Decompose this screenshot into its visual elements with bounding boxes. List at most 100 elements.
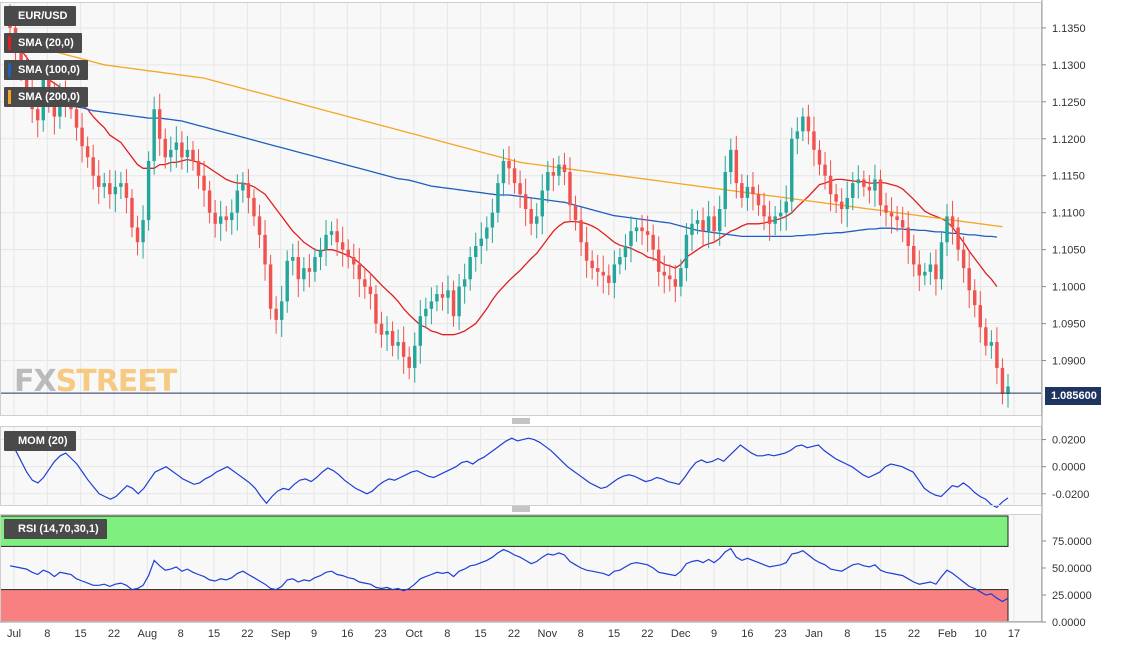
candle-body bbox=[956, 227, 960, 250]
x-tick-label: 16 bbox=[741, 628, 753, 640]
sma20-badge[interactable]: SMA (20,0) bbox=[4, 33, 82, 53]
mom-line bbox=[9, 436, 1009, 509]
candle-body bbox=[912, 245, 916, 265]
candle-body bbox=[595, 268, 600, 272]
candle-body bbox=[923, 271, 927, 276]
candle-body bbox=[579, 220, 583, 243]
candle-body bbox=[701, 220, 705, 232]
sma100-swatch bbox=[8, 63, 11, 77]
y-tick-label: 1.1350 bbox=[1052, 23, 1086, 35]
candle-body bbox=[512, 168, 517, 184]
candle-body bbox=[324, 234, 328, 250]
candle-body bbox=[113, 186, 118, 195]
candle-body bbox=[895, 216, 899, 221]
candle-body bbox=[407, 356, 411, 368]
candle-body bbox=[535, 216, 539, 224]
candle-body bbox=[302, 268, 306, 280]
rsi-oversold-zone bbox=[0, 589, 1009, 623]
rsi-tick-label: 50.0000 bbox=[1052, 563, 1092, 575]
mom-badge[interactable]: MOM (20) bbox=[4, 431, 76, 451]
x-tick-label: 22 bbox=[108, 628, 120, 640]
candle-body bbox=[252, 197, 256, 217]
candle-body bbox=[906, 227, 910, 246]
candle-body bbox=[102, 183, 106, 187]
x-tick-label: 22 bbox=[641, 628, 653, 640]
candle-body bbox=[230, 212, 234, 221]
candle-body bbox=[668, 275, 672, 280]
x-tick-label: 8 bbox=[44, 628, 50, 640]
candle-body bbox=[762, 205, 766, 217]
candle-body bbox=[119, 183, 123, 187]
candle-body bbox=[435, 294, 439, 302]
candle-body bbox=[496, 183, 500, 213]
candle-body bbox=[108, 183, 112, 195]
candle-body bbox=[751, 186, 755, 195]
candle-body bbox=[756, 194, 761, 206]
y-tick-label: 1.0950 bbox=[1052, 319, 1086, 331]
candle-body bbox=[152, 109, 156, 161]
candle-body bbox=[695, 220, 700, 224]
candle-body bbox=[52, 98, 57, 117]
candle-body bbox=[629, 231, 633, 246]
candle-body bbox=[856, 179, 861, 184]
candle-body bbox=[612, 264, 617, 283]
candle-body bbox=[967, 268, 971, 291]
y-tick-label: 1.1250 bbox=[1052, 97, 1086, 109]
candle-body bbox=[734, 149, 739, 184]
candle-body bbox=[424, 308, 428, 317]
last-price-tag: 1.085600 bbox=[1045, 387, 1101, 405]
candle-body bbox=[934, 264, 938, 280]
x-tick-label: Jan bbox=[805, 628, 823, 640]
candle-body bbox=[457, 286, 461, 317]
sma200-badge[interactable]: SMA (200,0) bbox=[4, 87, 88, 107]
candle-body bbox=[19, 50, 23, 65]
x-tick-label: Aug bbox=[138, 628, 158, 640]
x-tick-label: 16 bbox=[341, 628, 353, 640]
candle-body bbox=[418, 316, 423, 346]
candle-body bbox=[784, 201, 788, 213]
candle-body bbox=[235, 190, 240, 213]
x-tick-label: Oct bbox=[405, 628, 422, 640]
y-tick-label: 1.0900 bbox=[1052, 356, 1086, 368]
candle-body bbox=[318, 249, 323, 258]
candle-body bbox=[889, 212, 894, 217]
candle-body bbox=[618, 257, 622, 265]
x-tick-label: 23 bbox=[775, 628, 787, 640]
candle-body bbox=[340, 242, 345, 250]
candle-body bbox=[862, 179, 866, 187]
candle-body bbox=[241, 183, 245, 191]
symbol-badge[interactable]: EUR/USD bbox=[4, 6, 76, 26]
candle-body bbox=[374, 294, 378, 324]
rsi-zones bbox=[0, 515, 1009, 623]
candle-body bbox=[729, 149, 733, 173]
rsi-badge[interactable]: RSI (14,70,30,1) bbox=[4, 519, 107, 539]
candle-body bbox=[352, 257, 356, 265]
mom-tick-label: -0.0200 bbox=[1052, 489, 1089, 501]
x-tick-label: 15 bbox=[75, 628, 87, 640]
candle-body bbox=[978, 305, 982, 328]
candle-body bbox=[401, 342, 406, 357]
candle-body bbox=[823, 164, 827, 176]
candle-body bbox=[218, 216, 223, 224]
candle-body bbox=[573, 205, 578, 221]
candle-body bbox=[385, 330, 389, 335]
panel-frames bbox=[0, 0, 1043, 623]
candle-body bbox=[529, 209, 533, 224]
candle-body bbox=[873, 179, 877, 191]
x-tick-label: Sep bbox=[271, 628, 291, 640]
sma100-badge[interactable]: SMA (100,0) bbox=[4, 60, 88, 80]
x-tick-label: 9 bbox=[711, 628, 717, 640]
candle-body bbox=[684, 234, 689, 269]
candle-body bbox=[640, 227, 644, 232]
candle-body bbox=[451, 290, 456, 317]
candle-body bbox=[313, 257, 317, 272]
candle-body bbox=[413, 345, 417, 368]
candle-body bbox=[679, 268, 683, 287]
candle-body bbox=[263, 234, 267, 265]
candle-body bbox=[945, 216, 949, 243]
y-tick-label: 1.1300 bbox=[1052, 60, 1086, 72]
candle-body bbox=[939, 242, 944, 280]
candle-body bbox=[773, 216, 777, 224]
candle-body bbox=[396, 342, 400, 346]
